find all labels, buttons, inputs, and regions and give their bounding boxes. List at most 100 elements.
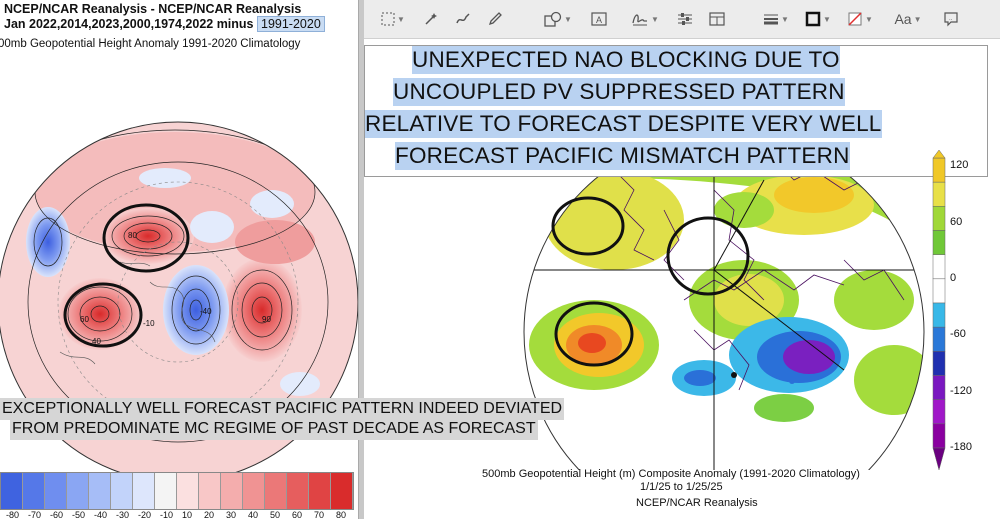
right-anomaly-map xyxy=(523,150,925,470)
highlight-circle-nao-block xyxy=(666,216,750,296)
colorbar-segment xyxy=(932,254,946,280)
fill-color-icon[interactable]: ▼ xyxy=(842,7,878,31)
highlight-circle-north-america xyxy=(551,196,625,256)
colorbar-segment xyxy=(932,157,946,183)
colorbar-swatch xyxy=(1,473,23,509)
left-colorbar xyxy=(0,472,354,510)
colorbar-segment xyxy=(932,206,946,231)
anomaly-high-east xyxy=(222,258,302,362)
border-color-icon[interactable]: ▼ xyxy=(800,7,836,31)
colorbar-label: -60 xyxy=(50,510,64,519)
highlight-circle-pacific xyxy=(63,282,143,348)
colorbar-swatch xyxy=(89,473,111,509)
svg-text:..: .. xyxy=(949,16,953,22)
colorbar-label: -60 xyxy=(950,328,966,340)
colorbar-segment xyxy=(932,423,946,449)
colorbar-swatch xyxy=(177,473,199,509)
colorbar-label: 60 xyxy=(950,216,963,228)
select-rect-icon[interactable]: ▼ xyxy=(374,7,412,31)
draw-icon[interactable] xyxy=(482,7,508,31)
contour-label: 40 xyxy=(92,337,101,346)
colorbar-label: 60 xyxy=(292,510,303,519)
colorbar-label: -20 xyxy=(138,510,152,519)
colorbar-segment xyxy=(932,181,946,207)
colorbar-swatch xyxy=(243,473,265,509)
colorbar-segment xyxy=(932,278,946,304)
colorbar-swatch xyxy=(23,473,45,509)
annotation-line-4: FORECAST PACIFIC MISMATCH PATTERN xyxy=(395,142,850,170)
colorbar-swatch xyxy=(45,473,67,509)
line-style-icon[interactable]: ▼ xyxy=(764,14,789,25)
colorbar-label: -80 xyxy=(6,510,20,519)
colorbar-swatch xyxy=(155,473,177,509)
colorbar-segment xyxy=(932,375,946,400)
colorbar-segment xyxy=(932,326,946,352)
colorbar-swatch xyxy=(287,473,309,509)
colorbar-label: -50 xyxy=(72,510,86,519)
highlight-circle-pacific-right xyxy=(554,301,634,367)
text-box-icon[interactable]: A xyxy=(586,7,612,31)
anomaly-high-pacific xyxy=(58,278,142,350)
contour-label: 60 xyxy=(80,315,89,324)
magic-wand-icon[interactable] xyxy=(418,7,444,31)
sketch-icon[interactable] xyxy=(450,7,476,31)
colorbar-swatch xyxy=(67,473,89,509)
colorbar-label: 30 xyxy=(226,510,237,519)
colorbar-start-arrow xyxy=(932,150,946,159)
anomaly-low-west xyxy=(26,207,70,277)
highlight-circle-north-pacific xyxy=(102,203,190,273)
right-map-date-range: 1/1/25 to 1/25/25 xyxy=(640,481,723,493)
adjust-color-icon[interactable] xyxy=(672,7,698,31)
annotation-line-3: RELATIVE TO FORECAST DESPITE VERY WELL xyxy=(365,110,882,138)
colorbar-label: 0 xyxy=(950,272,957,284)
overlay-text-line-2: FROM PREDOMINATE MC REGIME OF PAST DECAD… xyxy=(10,418,538,440)
colorbar-label: 50 xyxy=(270,510,281,519)
annotation-line-1: UNEXPECTED NAO BLOCKING DUE TO xyxy=(412,46,840,74)
colorbar-label: -70 xyxy=(28,510,42,519)
left-map-date-list: Jan 2022,2014,2023,2000,1974,2022 minus … xyxy=(4,16,325,32)
text-style-label: Aa xyxy=(894,11,912,27)
colorbar-label: 40 xyxy=(248,510,259,519)
colorbar-segment xyxy=(932,230,946,255)
colorbar-swatch xyxy=(133,473,155,509)
colorbar-swatch xyxy=(199,473,221,509)
left-map-date-text: Jan 2022,2014,2023,2000,1974,2022 minus xyxy=(4,17,254,31)
colorbar-label: 70 xyxy=(314,510,325,519)
colorbar-swatch xyxy=(265,473,287,509)
colorbar-label: -40 xyxy=(94,510,108,519)
right-map-caption: 500mb Geopotential Height (m) Composite … xyxy=(482,468,860,480)
colorbar-segment xyxy=(932,399,946,425)
note-icon[interactable]: .. xyxy=(938,7,964,31)
colorbar-label: -180 xyxy=(950,441,973,453)
svg-text:A: A xyxy=(596,15,602,25)
colorbar-segment xyxy=(932,302,946,328)
colorbar-swatch xyxy=(111,473,133,509)
colorbar-label: -120 xyxy=(950,385,973,397)
colorbar-segment xyxy=(932,351,946,376)
colorbar-swatch xyxy=(309,473,331,509)
overlay-text-line-1: EXCEPTIONALLY WELL FORECAST PACIFIC PATT… xyxy=(0,398,565,420)
page-layout-icon[interactable] xyxy=(704,7,730,31)
anomaly-low-center xyxy=(163,265,229,355)
right-colorbar xyxy=(932,150,946,471)
shapes-icon[interactable]: ▼ xyxy=(540,7,576,31)
left-map-window: NCEP/NCAR Reanalysis - NCEP/NCAR Reanaly… xyxy=(0,0,358,519)
colorbar-label: 80 xyxy=(336,510,347,519)
climatology-selection[interactable]: 1991-2020 xyxy=(257,16,325,32)
annotation-text-box[interactable]: UNEXPECTED NAO BLOCKING DUE TO UNCOUPLED… xyxy=(364,45,988,177)
contour-label: -40 xyxy=(200,307,212,316)
colorbar-end-arrow xyxy=(932,447,946,471)
colorbar-swatch xyxy=(221,473,243,509)
sign-icon[interactable]: ▼ xyxy=(626,7,664,31)
text-style-icon[interactable]: Aa ▼ xyxy=(894,11,922,27)
colorbar-label: 10 xyxy=(182,510,193,519)
colorbar-label: 20 xyxy=(204,510,215,519)
contour-label: 90 xyxy=(262,315,271,324)
colorbar-swatch xyxy=(331,473,353,509)
colorbar-label: -10 xyxy=(160,510,174,519)
colorbar-label: -30 xyxy=(116,510,130,519)
annotation-line-2: UNCOUPLED PV SUPPRESSED PATTERN xyxy=(393,78,845,106)
markup-editor-window: ▼ ▼ A ▼ ▼ ▼ ▼ xyxy=(364,0,1000,519)
markup-toolbar: ▼ ▼ A ▼ ▼ ▼ ▼ xyxy=(364,0,1000,39)
left-map-title: NCEP/NCAR Reanalysis - NCEP/NCAR Reanaly… xyxy=(4,2,302,16)
